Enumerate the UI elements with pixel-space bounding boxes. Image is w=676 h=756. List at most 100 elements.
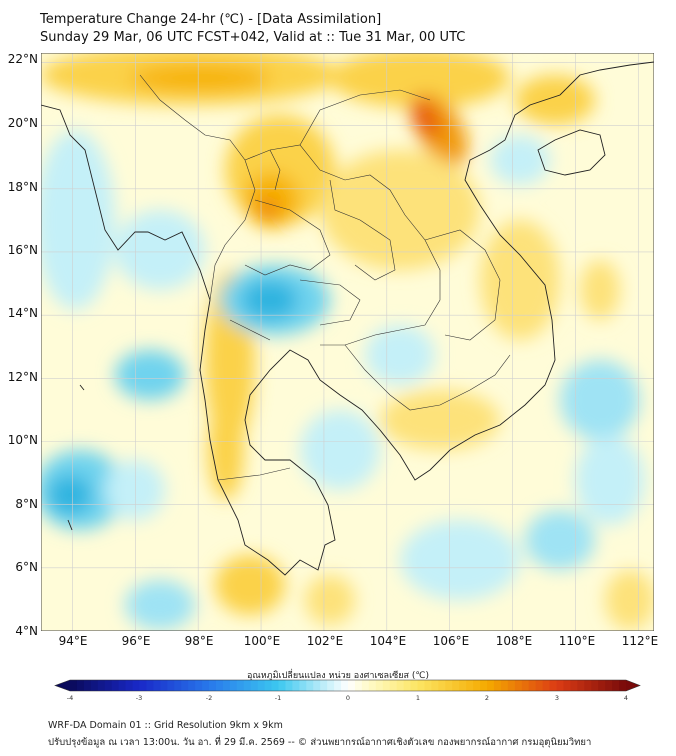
lon-label: 94°E: [58, 634, 88, 648]
colorbar-segment: [382, 680, 391, 691]
colorbar-segment: [403, 680, 412, 691]
colorbar-segment: [577, 680, 585, 691]
colorbar-segment: [334, 680, 342, 691]
colorbar-segment: [612, 680, 620, 691]
colorbar-segment: [257, 680, 266, 691]
colorbar-outline: [54, 679, 641, 692]
colorbar-segment: [396, 680, 405, 691]
colorbar-segment: [417, 680, 425, 691]
colorbar-tick: 4: [623, 694, 629, 702]
colorbar-segment: [535, 680, 544, 691]
temperature-change-map: [41, 53, 654, 631]
colorbar-segment: [473, 680, 481, 691]
colorbar-segment: [139, 680, 147, 691]
colorbar-segment: [222, 680, 231, 691]
colorbar-segment: [299, 680, 307, 691]
colorbar-segment: [90, 680, 99, 691]
colorbar-segment: [153, 680, 161, 691]
colorbar-segment: [598, 680, 606, 691]
lon-label: 100°E: [243, 634, 281, 648]
colorbar-segment: [619, 680, 627, 691]
footer-model-info: WRF-DA Domain 01 :: Grid Resolution 9km …: [48, 720, 283, 731]
colorbar-segment: [431, 680, 439, 691]
colorbar-segment: [292, 680, 300, 691]
colorbar-segment: [584, 680, 592, 691]
colorbar-segment: [160, 680, 168, 691]
colorbar-segment: [132, 680, 140, 691]
colorbar-tick: -3: [135, 694, 143, 702]
colorbar-segment: [542, 680, 551, 691]
colorbar-segment: [236, 680, 245, 691]
colorbar-segment: [549, 680, 557, 691]
colorbar-segment: [202, 680, 210, 691]
colorbar-segment: [528, 680, 537, 691]
colorbar-tick: -4: [66, 694, 74, 702]
colorbar-segment: [243, 680, 252, 691]
colorbar-segment: [278, 680, 286, 691]
colorbar-segment: [264, 680, 273, 691]
colorbar-tick: -2: [205, 694, 213, 702]
colorbar-segment: [570, 680, 578, 691]
lon-label: 96°E: [121, 634, 151, 648]
colorbar-segment: [104, 680, 113, 691]
colorbar-segment: [375, 680, 384, 691]
colorbar-segment: [348, 680, 356, 691]
lon-label: 110°E: [558, 634, 596, 648]
colorbar-segment: [97, 680, 106, 691]
colorbar-segment: [76, 680, 85, 691]
lat-label: 12°N: [7, 370, 38, 384]
footer-credit: ปรับปรุงข้อมูล ณ เวลา 13:00น. วัน อา. ที…: [48, 737, 592, 748]
coastlines: [41, 61, 654, 576]
colorbar-segment: [514, 680, 523, 691]
colorbar-segment: [285, 680, 293, 691]
colorbar-segment: [452, 680, 460, 691]
colorbar-segment: [320, 680, 328, 691]
colorbar-segment: [493, 680, 502, 691]
colorbar-tick: 2: [484, 694, 490, 702]
colorbar-segment: [591, 680, 599, 691]
colorbar-segment: [250, 680, 259, 691]
lon-label: 106°E: [432, 634, 470, 648]
lon-label: 112°E: [621, 634, 659, 648]
colorbar-segment: [118, 680, 127, 691]
colorbar-segment: [445, 680, 453, 691]
colorbar-segment: [605, 680, 613, 691]
colorbar-label: อุณหภูมิเปลี่ยนแปลง หน่วย องศาเซลเซียส (…: [246, 671, 430, 681]
colorbar-segment: [438, 680, 446, 691]
colorbar-segment: [459, 680, 467, 691]
colorbar-segment: [327, 680, 335, 691]
colorbar-segment: [313, 680, 321, 691]
colorbar-segment: [306, 680, 314, 691]
colorbar-max-arrow: [626, 680, 640, 691]
colorbar-segment: [188, 680, 196, 691]
colorbar-segment: [521, 680, 530, 691]
lat-label: 6°N: [15, 560, 38, 574]
colorbar-segment: [215, 680, 224, 691]
lat-label: 4°N: [15, 624, 38, 638]
colorbar-segment: [466, 680, 474, 691]
colorbar-segment: [195, 680, 203, 691]
colorbar-segment: [410, 680, 418, 691]
colorbar-segment: [167, 680, 175, 691]
lat-label: 8°N: [15, 497, 38, 511]
lat-label: 18°N: [7, 180, 38, 194]
colorbar-segment: [271, 680, 279, 691]
colorbar-segment: [424, 680, 432, 691]
lat-label: 16°N: [7, 243, 38, 257]
colorbar-segment: [500, 680, 509, 691]
colorbar-segment: [209, 680, 217, 691]
colorbar-segment: [563, 680, 571, 691]
colorbar-segment: [181, 680, 189, 691]
colorbar-segment: [83, 680, 92, 691]
colorbar-segment: [354, 680, 363, 691]
lon-label: 104°E: [369, 634, 407, 648]
colorbar-tick: 3: [554, 694, 560, 702]
lon-label: 108°E: [495, 634, 533, 648]
colorbar-tick: -1: [274, 694, 282, 702]
map-subtitle: Sunday 29 Mar, 06 UTC FCST+042, Valid at…: [40, 30, 466, 45]
colorbar-min-arrow: [55, 680, 70, 691]
colorbar-segment: [111, 680, 120, 691]
lon-label: 102°E: [306, 634, 344, 648]
country-borders: [139, 74, 511, 481]
colorbar-segment: [556, 680, 564, 691]
